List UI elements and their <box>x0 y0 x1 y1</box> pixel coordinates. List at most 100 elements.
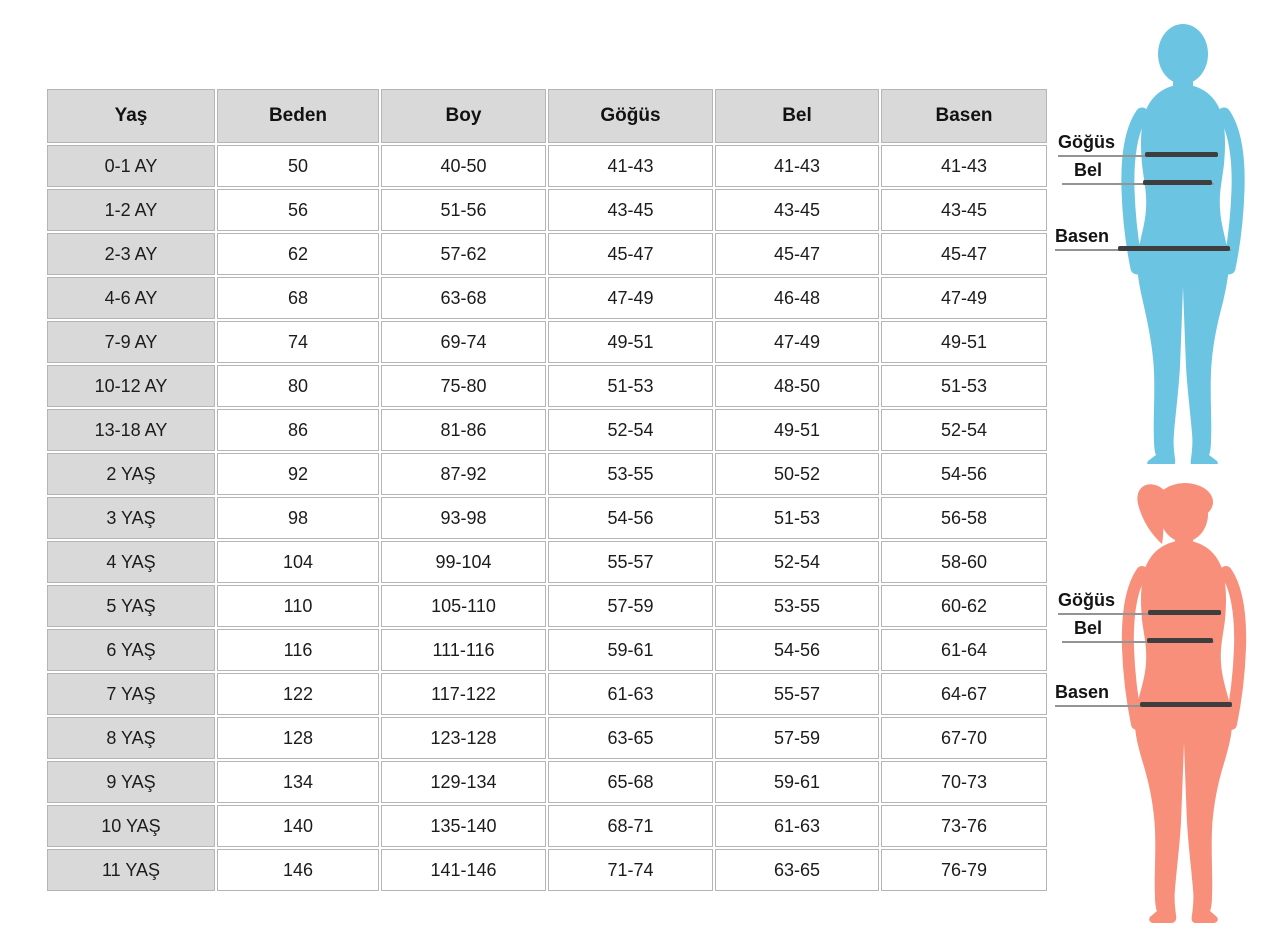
table-row: 9 YAŞ 134 129-134 65-68 59-61 70-73 <box>47 761 1047 803</box>
boy-chest-leader-line <box>1058 155 1218 157</box>
size-cell: 53-55 <box>548 453 713 495</box>
size-cell: 69-74 <box>381 321 546 363</box>
row-header-cell: 0-1 AY <box>47 145 215 187</box>
size-cell: 134 <box>217 761 379 803</box>
table-row: 10 YAŞ 140 135-140 68-71 61-63 73-76 <box>47 805 1047 847</box>
size-cell: 48-50 <box>715 365 879 407</box>
size-cell: 75-80 <box>381 365 546 407</box>
column-header: Göğüs <box>548 89 713 143</box>
size-cell: 73-76 <box>881 805 1047 847</box>
row-header-cell: 7-9 AY <box>47 321 215 363</box>
girl-waist-leader-line <box>1062 641 1214 643</box>
size-cell: 54-56 <box>715 629 879 671</box>
row-header-cell: 5 YAŞ <box>47 585 215 627</box>
row-header-cell: 1-2 AY <box>47 189 215 231</box>
table-row: 13-18 AY 86 81-86 52-54 49-51 52-54 <box>47 409 1047 451</box>
size-cell: 41-43 <box>715 145 879 187</box>
size-cell: 47-49 <box>715 321 879 363</box>
size-cell: 65-68 <box>548 761 713 803</box>
size-cell: 41-43 <box>881 145 1047 187</box>
size-cell: 49-51 <box>715 409 879 451</box>
size-cell: 51-53 <box>548 365 713 407</box>
size-cell: 105-110 <box>381 585 546 627</box>
girl-head <box>1160 486 1208 542</box>
size-cell: 116 <box>217 629 379 671</box>
boy-hip-label: Basen <box>1055 226 1110 246</box>
girl-right-arm <box>1220 566 1247 730</box>
size-cell: 98 <box>217 497 379 539</box>
size-table-header: Yaş Beden Boy Göğüs Bel Basen <box>47 89 1047 143</box>
column-header: Yaş <box>47 89 215 143</box>
size-cell: 43-45 <box>881 189 1047 231</box>
column-header: Basen <box>881 89 1047 143</box>
size-cell: 129-134 <box>381 761 546 803</box>
size-cell: 41-43 <box>548 145 713 187</box>
table-row: 2-3 AY 62 57-62 45-47 45-47 45-47 <box>47 233 1047 275</box>
size-cell: 141-146 <box>381 849 546 891</box>
size-cell: 57-59 <box>715 717 879 759</box>
size-cell: 104 <box>217 541 379 583</box>
girl-left-arm <box>1121 566 1148 730</box>
size-cell: 40-50 <box>381 145 546 187</box>
size-cell: 49-51 <box>881 321 1047 363</box>
boy-body <box>1137 84 1229 464</box>
size-cell: 49-51 <box>548 321 713 363</box>
row-header-cell: 13-18 AY <box>47 409 215 451</box>
size-cell: 55-57 <box>548 541 713 583</box>
size-cell: 61-64 <box>881 629 1047 671</box>
table-row: 10-12 AY 80 75-80 51-53 48-50 51-53 <box>47 365 1047 407</box>
size-cell: 47-49 <box>548 277 713 319</box>
size-cell: 54-56 <box>548 497 713 539</box>
row-header-cell: 10-12 AY <box>47 365 215 407</box>
size-cell: 81-86 <box>381 409 546 451</box>
size-cell: 60-62 <box>881 585 1047 627</box>
table-row: 2 YAŞ 92 87-92 53-55 50-52 54-56 <box>47 453 1047 495</box>
girl-chest-label: Göğüs <box>1058 590 1115 610</box>
table-row: 0-1 AY 50 40-50 41-43 41-43 41-43 <box>47 145 1047 187</box>
size-cell: 59-61 <box>715 761 879 803</box>
girl-hip-label: Basen <box>1055 682 1110 702</box>
size-cell: 122 <box>217 673 379 715</box>
size-cell: 46-48 <box>715 277 879 319</box>
size-cell: 57-59 <box>548 585 713 627</box>
girl-hip-measure-line <box>1140 702 1232 707</box>
size-cell: 70-73 <box>881 761 1047 803</box>
girl-waist-measure-line <box>1147 638 1213 643</box>
size-cell: 92 <box>217 453 379 495</box>
size-cell: 47-49 <box>881 277 1047 319</box>
boy-waist-label: Bel <box>1074 160 1103 180</box>
row-header-cell: 2 YAŞ <box>47 453 215 495</box>
boy-waist-measure-line <box>1143 180 1212 185</box>
size-cell: 67-70 <box>881 717 1047 759</box>
column-header: Bel <box>715 89 879 143</box>
column-header: Beden <box>217 89 379 143</box>
size-cell: 63-68 <box>381 277 546 319</box>
size-cell: 52-54 <box>715 541 879 583</box>
boy-hip-measure-line <box>1118 246 1230 251</box>
size-cell: 110 <box>217 585 379 627</box>
size-cell: 61-63 <box>715 805 879 847</box>
boy-waist-leader-line <box>1062 183 1214 185</box>
girl-chest-leader-line <box>1058 613 1221 615</box>
size-cell: 146 <box>217 849 379 891</box>
size-cell: 52-54 <box>548 409 713 451</box>
size-cell: 61-63 <box>548 673 713 715</box>
size-cell: 74 <box>217 321 379 363</box>
boy-silhouette <box>1121 24 1245 464</box>
size-cell: 140 <box>217 805 379 847</box>
table-row: 7-9 AY 74 69-74 49-51 47-49 49-51 <box>47 321 1047 363</box>
size-cell: 80 <box>217 365 379 407</box>
size-cell: 68-71 <box>548 805 713 847</box>
row-header-cell: 11 YAŞ <box>47 849 215 891</box>
table-row: 1-2 AY 56 51-56 43-45 43-45 43-45 <box>47 189 1047 231</box>
size-cell: 56 <box>217 189 379 231</box>
size-cell: 59-61 <box>548 629 713 671</box>
size-cell: 45-47 <box>715 233 879 275</box>
size-cell: 43-45 <box>715 189 879 231</box>
size-cell: 64-67 <box>881 673 1047 715</box>
row-header-cell: 4 YAŞ <box>47 541 215 583</box>
size-cell: 57-62 <box>381 233 546 275</box>
girl-body <box>1134 540 1233 923</box>
size-cell: 86 <box>217 409 379 451</box>
